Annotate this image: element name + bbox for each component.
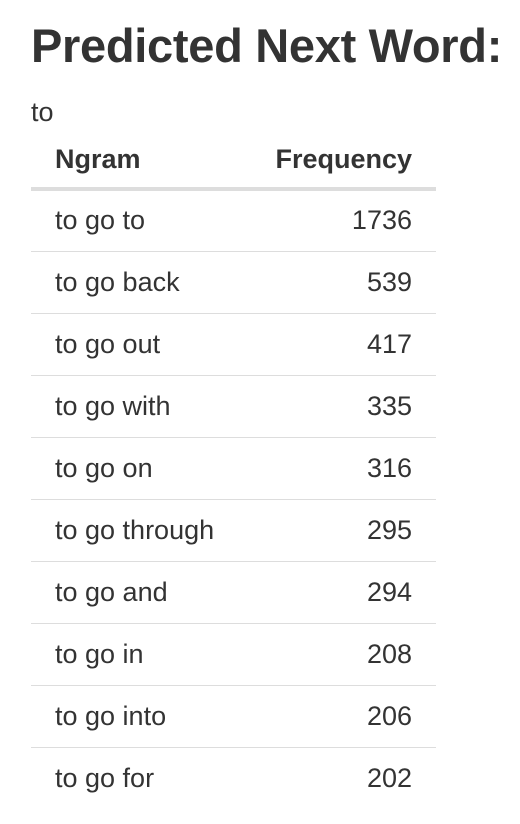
ngram-cell: to go on [31,437,246,500]
column-header-frequency: Frequency [245,131,436,191]
frequency-cell: 208 [245,623,436,686]
ngram-cell: to go with [31,375,246,438]
table-row: to go back 539 [31,251,436,314]
frequency-cell: 316 [245,437,436,500]
frequency-cell: 417 [245,313,436,376]
table-row: to go through 295 [31,499,436,562]
ngram-cell: to go through [31,499,246,562]
page-title: Predicted Next Word: [31,19,503,72]
frequency-cell: 206 [245,685,436,748]
ngram-cell: to go in [31,623,246,686]
predicted-input-word: to [31,97,54,127]
table-row: to go into 206 [31,685,436,748]
ngram-cell: to go back [31,251,246,314]
table-header-row: Ngram Frequency [31,131,436,191]
table-row: to go and 294 [31,561,436,624]
ngram-cell: to go for [55,762,155,793]
ngram-cell: to go to [31,189,246,252]
frequency-cell: 1736 [245,189,436,252]
ngram-frequency-table: Ngram Frequency to go to 1736 to go back… [31,131,436,809]
table-row: to go out 417 [31,313,436,376]
table-row: to go on 316 [31,437,436,500]
table-row: to go for 202 [31,747,436,809]
ngram-cell: to go out [31,313,246,376]
ngram-cell: to go and [31,561,246,624]
frequency-cell: 294 [245,561,436,624]
table-row: to go to 1736 [31,189,436,252]
ngram-cell: to go into [31,685,246,748]
frequency-cell: 295 [245,499,436,562]
table-row: to go with 335 [31,375,436,438]
table-row: to go in 208 [31,623,436,686]
column-header-ngram: Ngram [31,131,246,191]
frequency-cell: 202 [366,762,412,793]
frequency-cell: 335 [245,375,436,438]
frequency-cell: 539 [245,251,436,314]
